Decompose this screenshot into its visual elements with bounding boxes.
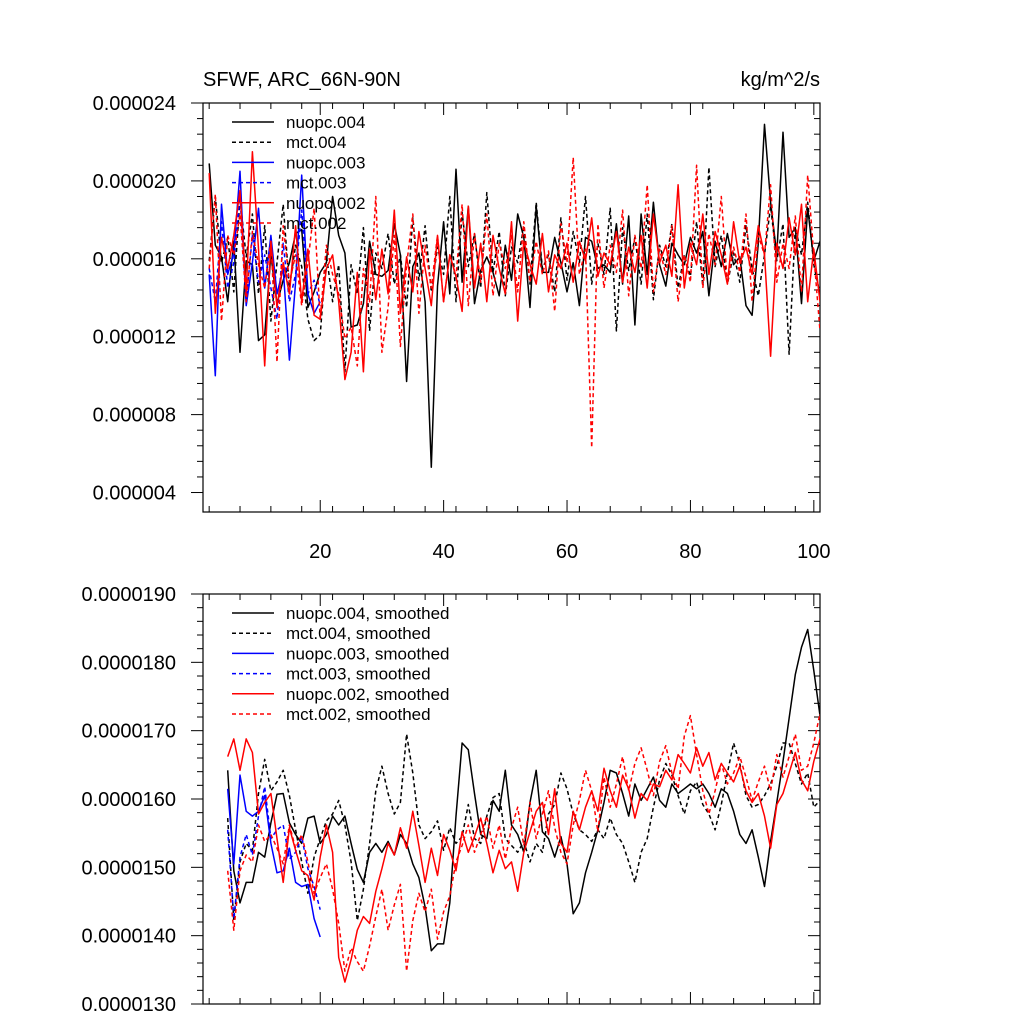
legend-label: mct.004, smoothed <box>286 624 431 643</box>
legend-label: nuopc.003 <box>286 153 365 172</box>
series-line-4 <box>226 738 820 983</box>
plot-frame <box>202 102 821 513</box>
legend-label: nuopc.004, smoothed <box>286 604 450 623</box>
series-line-4 <box>208 150 820 381</box>
y-tick-label: 0.0000190 <box>81 584 176 606</box>
legend-label: nuopc.002 <box>286 194 365 213</box>
bottom-panel: 0.0000130 0.0000140 0.0000150 0.0000160 0.00… <box>81 584 821 1016</box>
legend-label: nuopc.002, smoothed <box>286 685 450 704</box>
chart-title: SFWF, ARC_66N-90N <box>203 69 401 91</box>
series-lines <box>208 123 820 468</box>
series-line-3 <box>208 195 321 320</box>
y-tick-label: 0.000016 <box>93 249 176 271</box>
x-tick-label: 20 <box>309 541 331 563</box>
y-tick-label: 0.0000130 <box>81 994 176 1016</box>
y-tick-label: 0.0000150 <box>81 857 176 879</box>
series-lines <box>226 628 820 983</box>
x-tick-label: 40 <box>433 541 455 563</box>
series-line-5 <box>208 156 820 449</box>
x-tick-label: 100 <box>797 541 830 563</box>
legend-label: mct.002 <box>286 214 346 233</box>
legend-label: nuopc.004 <box>286 113 365 132</box>
legend-label: mct.003, smoothed <box>286 665 431 684</box>
series-line-1 <box>208 166 820 373</box>
series-line-1 <box>226 733 820 922</box>
legend-label: mct.003 <box>286 174 346 193</box>
y-tick-label: 0.000004 <box>93 483 176 505</box>
y-tick-label: 0.0000170 <box>81 721 176 743</box>
y-tick-label: 0.000024 <box>93 93 176 115</box>
legend-label: mct.004 <box>286 133 346 152</box>
series-line-3 <box>226 785 321 920</box>
y-tick-label: 0.000012 <box>93 327 176 349</box>
x-tick-label: 60 <box>556 541 578 563</box>
y-tick-label: 0.0000140 <box>81 926 176 948</box>
y-tick-label: 0.0000180 <box>81 652 176 674</box>
units-label: kg/m^2/s <box>741 69 820 91</box>
y-tick-label: 0.0000160 <box>81 789 176 811</box>
legend-label: nuopc.003, smoothed <box>286 644 450 663</box>
y-tick-label: 0.000020 <box>93 171 176 193</box>
series-line-2 <box>226 774 321 938</box>
series-line-2 <box>208 170 321 377</box>
x-tick-label: 80 <box>679 541 701 563</box>
series-line-5 <box>226 712 820 972</box>
legend-label: mct.002, smoothed <box>286 705 431 724</box>
series-line-0 <box>208 123 820 468</box>
top-panel: 20 40 60 80 100 0.000004 0.000008 0.000012 0.000… <box>93 69 831 563</box>
y-tick-label: 0.000008 <box>93 405 176 427</box>
